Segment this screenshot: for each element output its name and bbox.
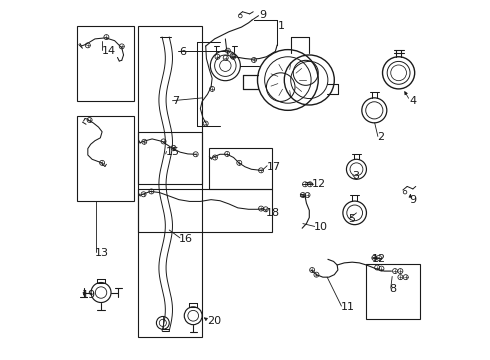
Text: 8: 8 xyxy=(390,284,397,294)
Text: 19: 19 xyxy=(81,290,96,300)
Text: 4: 4 xyxy=(409,96,416,107)
Text: 3: 3 xyxy=(352,171,359,181)
Bar xyxy=(138,189,272,232)
Text: 16: 16 xyxy=(179,234,193,244)
Text: 12: 12 xyxy=(312,179,326,189)
Text: 20: 20 xyxy=(207,316,221,326)
Text: 12: 12 xyxy=(372,253,386,264)
Bar xyxy=(138,132,202,184)
Text: 18: 18 xyxy=(266,208,280,218)
Text: 17: 17 xyxy=(267,162,281,172)
Text: 2: 2 xyxy=(377,132,384,142)
Text: 7: 7 xyxy=(172,96,179,107)
Bar xyxy=(77,116,134,202)
Text: 6: 6 xyxy=(179,47,186,57)
Text: 5: 5 xyxy=(348,214,356,224)
Text: 9: 9 xyxy=(409,195,416,204)
Text: 13: 13 xyxy=(95,248,109,258)
Bar xyxy=(367,264,420,319)
Text: 1: 1 xyxy=(278,21,285,31)
Text: 15: 15 xyxy=(166,147,180,157)
Text: 10: 10 xyxy=(314,222,328,232)
Text: 9: 9 xyxy=(259,10,267,19)
Bar xyxy=(138,26,202,337)
Bar xyxy=(209,148,272,189)
Text: 14: 14 xyxy=(101,46,116,56)
Text: 11: 11 xyxy=(341,302,355,312)
Bar xyxy=(77,26,134,102)
